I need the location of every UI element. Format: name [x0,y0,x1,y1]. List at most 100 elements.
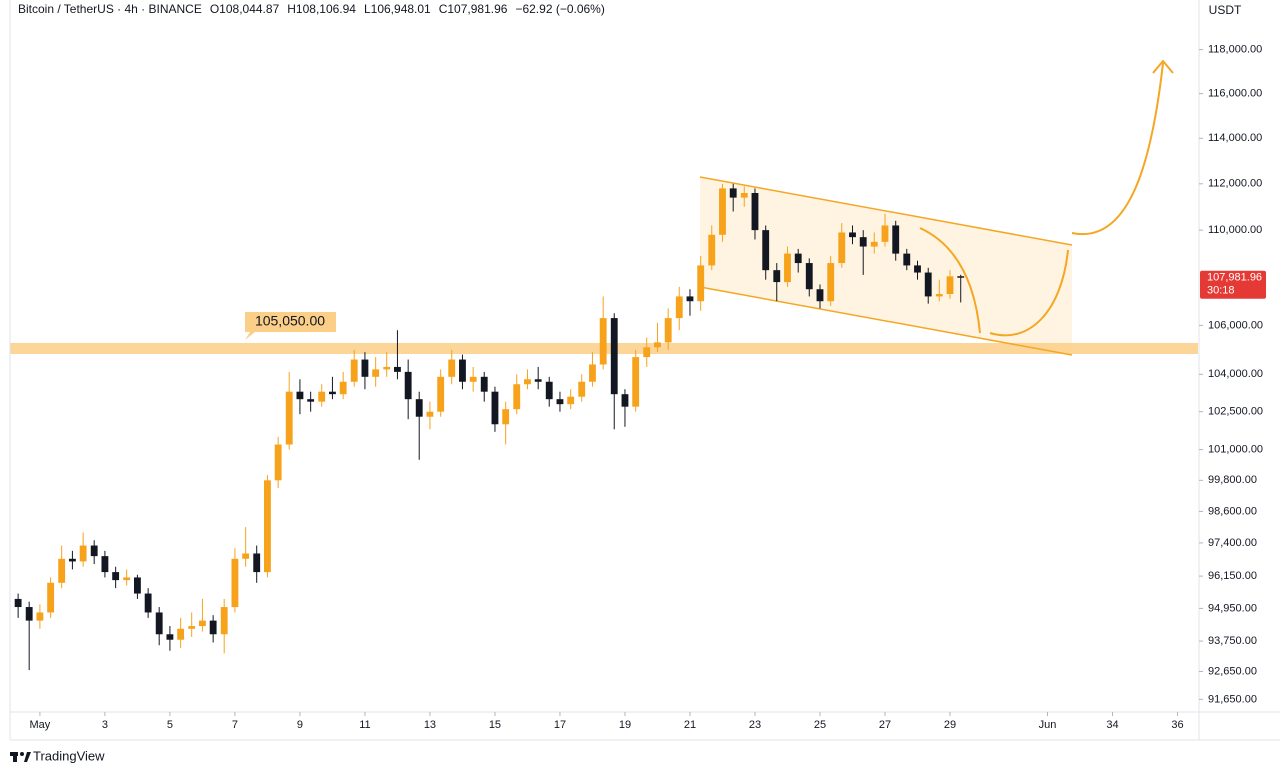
candle-body [112,572,120,581]
candle-body [318,391,326,402]
y-tick-label: 116,000.00 [1208,87,1262,99]
x-tick-label: 23 [749,719,761,731]
candle-body [903,253,911,266]
x-tick-label: 15 [489,719,501,731]
y-tick-label: 106,000.00 [1208,319,1263,331]
y-tick-label: 110,000.00 [1208,224,1262,236]
candle-body [448,359,456,377]
candle-body [762,230,770,271]
header-value: L106,948.01 [364,2,431,16]
y-tick-label: 118,000.00 [1208,44,1262,56]
header-value: C107,981.96 [439,2,508,16]
candle-body [329,391,336,395]
candle-body [816,289,824,302]
y-tick-label: 114,000.00 [1208,132,1262,144]
candle-body [25,607,33,621]
y-tick-label: 99,800.00 [1208,474,1257,486]
last-price-box [1200,270,1266,299]
candle-body [556,399,564,405]
projection-curve [989,249,1069,337]
candle-body [935,294,943,297]
y-tick-label: 96,150.00 [1208,570,1257,582]
candle-body [231,558,239,608]
candle-body [675,296,683,319]
chart-title: Bitcoin / TetherUS · 4h · BINANCE [18,2,202,16]
x-tick-label: 13 [424,719,436,731]
candle-body [567,396,575,405]
y-tick-label: 92,650.00 [1208,665,1257,677]
candle-body [469,376,477,382]
candle-body [36,612,44,621]
candle-body [870,241,878,247]
y-tick-label: 91,650.00 [1208,693,1257,705]
y-tick-label: 104,000.00 [1208,368,1263,380]
candle-body [838,232,846,264]
x-tick-label: 29 [944,719,956,731]
x-tick-label: 3 [102,719,108,731]
candle-body [101,556,109,573]
x-tick-label: 36 [1171,719,1183,731]
y-tick-label: 93,750.00 [1208,635,1257,647]
candle-body [14,598,22,608]
candle-body [719,188,726,235]
candle-body [599,318,607,365]
candle-body [534,379,542,382]
y-tick-label: 102,500.00 [1208,406,1263,418]
candle-body [58,558,66,583]
candle-body [123,577,131,581]
candle-body [589,364,596,382]
candle-body [957,276,965,278]
candle-body [654,342,661,348]
candle-body [426,411,434,417]
candle-body [198,620,206,627]
x-tick-label: 21 [684,719,696,731]
candle-body [339,381,347,395]
candle-body [740,192,748,198]
arrow-head [1152,59,1174,74]
candle-body [773,270,781,283]
candle-body [502,409,510,425]
candle-body [220,607,228,635]
x-tick-label: 11 [359,719,370,731]
candle-body [805,263,813,290]
candle-body [274,444,282,481]
x-tick-label: 5 [167,719,173,731]
candle-body [524,379,531,385]
candle-body [188,626,196,629]
brand-name: TradingView [33,748,105,763]
candle-body [296,391,304,400]
brand: TradingView [10,748,105,763]
candle-body [144,593,152,613]
candle-body [849,232,856,238]
candle-body [794,253,802,264]
brand-logo [20,752,24,756]
candle-body [253,553,261,573]
x-tick-label: 19 [619,719,631,731]
y-tick-label: 101,000.00 [1208,443,1263,455]
candle-body [892,225,900,254]
brand-logo [13,752,17,762]
candle-body [68,558,76,562]
x-tick-label: 7 [232,719,238,731]
candle-body [827,263,835,302]
projection-curve [919,227,981,334]
candle-body [133,577,141,594]
candle-body [610,318,618,395]
brand-logo [24,752,31,762]
candle-body [47,582,55,613]
candle-body [394,366,401,372]
last-price-label: 107,981.96 [1207,272,1262,284]
candle-body [459,359,466,382]
candle-body [545,381,553,400]
y-tick-label: 94,950.00 [1208,602,1257,614]
candle-body [632,357,640,407]
y-tick-label: 97,400.00 [1208,537,1257,549]
candle-body [697,265,705,302]
candle-body [361,359,369,377]
candle-body [708,234,716,266]
channel-lower [699,286,1073,356]
candle-body [924,272,932,297]
